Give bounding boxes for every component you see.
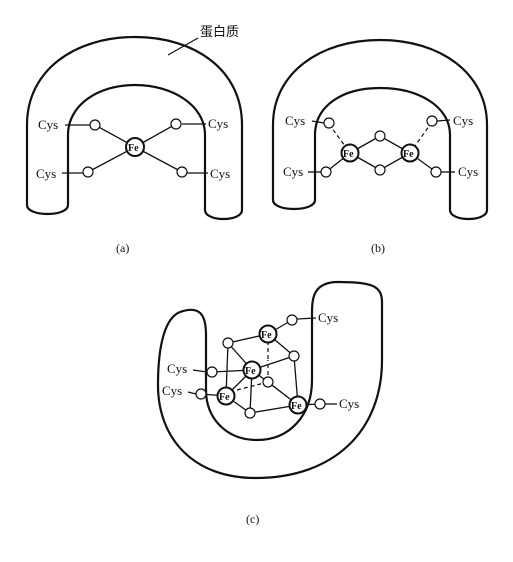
panel-a: 蛋白质 Fe Cys Cys Cys Cys (a) bbox=[25, 24, 244, 255]
iron-atom bbox=[288, 395, 308, 415]
iron-atom bbox=[258, 324, 278, 344]
iron-label: Fe bbox=[128, 143, 139, 154]
protein-outline-a bbox=[25, 35, 244, 221]
cys-label: Cys bbox=[38, 117, 58, 132]
bridging-sulfur-atom bbox=[222, 337, 234, 349]
cys-label: Cys bbox=[458, 164, 478, 179]
iron-atom bbox=[216, 386, 236, 406]
caption-a: (a) bbox=[116, 241, 129, 255]
iron-label: Fe bbox=[245, 366, 256, 377]
iron-label: Fe bbox=[219, 392, 230, 403]
cys-label: Cys bbox=[285, 113, 305, 128]
cys-label: Cys bbox=[167, 361, 187, 376]
iron-label: Fe bbox=[343, 149, 354, 160]
cys-label: Cys bbox=[36, 166, 56, 181]
sulfur-atom bbox=[426, 115, 438, 127]
cys-label: Cys bbox=[162, 383, 182, 398]
cys-label: Cys bbox=[283, 164, 303, 179]
panel-b: Fe Fe Cys Cys Cys Cys (b) bbox=[271, 38, 489, 255]
sulfur-atom bbox=[82, 166, 94, 178]
sulfur-atom bbox=[430, 166, 442, 178]
caption-c: (c) bbox=[246, 512, 259, 526]
bridging-sulfur-atom bbox=[374, 164, 386, 176]
iron-atom bbox=[400, 143, 420, 163]
cys-label: Cys bbox=[210, 166, 230, 181]
cys-label: Cys bbox=[453, 113, 473, 128]
sulfur-atom bbox=[89, 119, 101, 131]
protein-outline-b bbox=[271, 38, 489, 221]
protein-outline-c bbox=[156, 280, 384, 480]
bridging-sulfur-atom bbox=[244, 407, 256, 419]
iron-atom bbox=[340, 143, 360, 163]
sulfur-atom bbox=[320, 166, 332, 178]
bridging-sulfur-atom bbox=[262, 376, 274, 388]
iron-label: Fe bbox=[291, 401, 302, 412]
iron-label: Fe bbox=[261, 330, 272, 341]
iron-atom bbox=[125, 137, 145, 157]
sulfur-atom bbox=[314, 398, 326, 410]
sulfur-atom bbox=[176, 166, 188, 178]
sulfur-atom bbox=[286, 314, 298, 326]
iron-atom bbox=[242, 360, 262, 380]
bridging-sulfur-atom bbox=[288, 350, 300, 362]
sulfur-atom bbox=[323, 117, 335, 129]
cys-label: Cys bbox=[318, 310, 338, 325]
sulfur-atom bbox=[170, 118, 182, 130]
sulfur-atom bbox=[195, 388, 207, 400]
panel-c: Fe Fe Fe Fe Cys Cys Cys Cys (c) bbox=[156, 280, 384, 526]
cys-label: Cys bbox=[208, 116, 228, 131]
bridging-sulfur-atom bbox=[374, 130, 386, 142]
iron-label: Fe bbox=[403, 149, 414, 160]
caption-b: (b) bbox=[371, 241, 385, 255]
sulfur-atom bbox=[206, 366, 218, 378]
protein-label: 蛋白质 bbox=[200, 24, 239, 40]
protein-label-leader bbox=[167, 37, 199, 56]
cys-label: Cys bbox=[339, 396, 359, 411]
